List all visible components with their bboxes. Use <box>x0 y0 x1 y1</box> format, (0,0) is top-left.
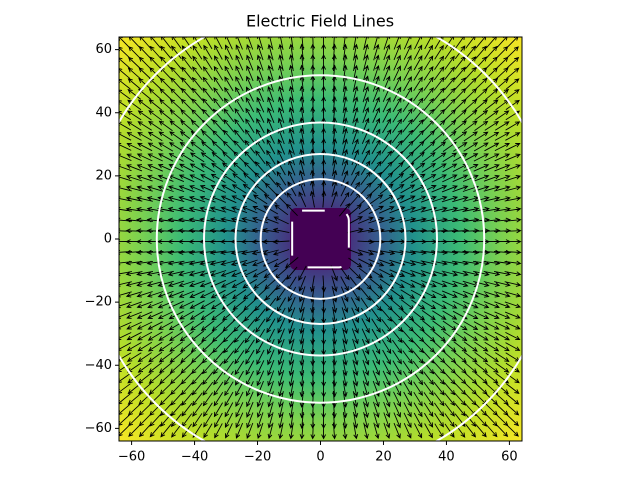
y-tick-label: 0 <box>104 232 112 247</box>
plot-area <box>119 37 522 441</box>
y-tick-label: 20 <box>95 168 112 183</box>
x-tick-label: −40 <box>181 450 208 465</box>
y-tick-label: 40 <box>95 105 112 120</box>
contour <box>234 152 407 326</box>
x-tick-label: 0 <box>316 450 324 465</box>
field-arrows <box>119 37 522 440</box>
contour <box>259 178 382 300</box>
y-tick-label: 60 <box>95 42 112 57</box>
x-tick-label: −60 <box>118 450 145 465</box>
x-tick-label: 60 <box>501 450 518 465</box>
y-tick-label: −60 <box>85 421 112 436</box>
y-tick-label: −40 <box>85 358 112 373</box>
y-tick-label: −20 <box>85 295 112 310</box>
core <box>290 208 351 270</box>
contour <box>203 121 438 357</box>
contour <box>155 74 486 404</box>
x-tick-label: −20 <box>244 450 271 465</box>
chart-title: Electric Field Lines <box>246 12 394 31</box>
x-tick-label: 40 <box>438 450 455 465</box>
x-tick-label: 20 <box>375 450 392 465</box>
contour <box>291 209 350 269</box>
